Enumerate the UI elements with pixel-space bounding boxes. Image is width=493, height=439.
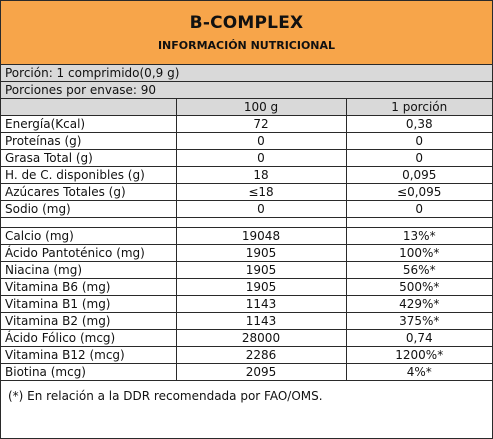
table-row: Ácido Pantoténico (mg) 1905 100%* xyxy=(1,244,492,262)
table-row: Vitamina B12 (mcg) 2286 1200%* xyxy=(1,346,492,364)
value-portion: 0 xyxy=(346,132,492,150)
value-100g: ≤18 xyxy=(176,183,347,201)
value-portion: 0,095 xyxy=(346,166,492,184)
value-100g: 0 xyxy=(176,200,347,218)
table-row: Ácido Fólico (mcg) 28000 0,74 xyxy=(1,329,492,347)
column-header-nutrient xyxy=(1,99,177,116)
table-row: Biotina (mcg) 2095 4%* xyxy=(1,363,492,381)
nutrient-name: Calcio (mg) xyxy=(1,227,177,245)
value-portion: 375%* xyxy=(346,312,492,330)
value-portion: 4%* xyxy=(346,363,492,381)
value-100g: 19048 xyxy=(176,227,347,245)
value-portion: 56%* xyxy=(346,261,492,279)
label-header: B-COMPLEX INFORMACIÓN NUTRICIONAL xyxy=(1,1,492,65)
spacer-cell xyxy=(176,217,347,228)
table-row: Vitamina B2 (mg) 1143 375%* xyxy=(1,312,492,330)
nutrient-name: Vitamina B1 (mg) xyxy=(1,295,177,313)
value-100g: 28000 xyxy=(176,329,347,347)
section-spacer-row xyxy=(1,217,492,228)
value-100g: 0 xyxy=(176,132,347,150)
table-row: H. de C. disponibles (g) 18 0,095 xyxy=(1,166,492,184)
footnote: (*) En relación a la DDR recomendada por… xyxy=(8,389,323,403)
nutrient-name: Vitamina B6 (mg) xyxy=(1,278,177,296)
value-portion: 429%* xyxy=(346,295,492,313)
table-row: Vitamina B1 (mg) 1143 429%* xyxy=(1,295,492,313)
nutrient-name: Ácido Fólico (mcg) xyxy=(1,329,177,347)
value-portion: ≤0,095 xyxy=(346,183,492,201)
value-100g: 72 xyxy=(176,115,347,133)
nutrient-name: Energía(Kcal) xyxy=(1,115,177,133)
servings-per-container: Porciones por envase: 90 xyxy=(1,82,492,99)
nutrition-table: 100 g 1 porción Energía(Kcal) 72 0,38 Prote… xyxy=(1,99,492,381)
nutrient-name: Vitamina B2 (mg) xyxy=(1,312,177,330)
table-header-row: 100 g 1 porción xyxy=(1,99,492,116)
value-portion: 0,74 xyxy=(346,329,492,347)
value-100g: 1905 xyxy=(176,244,347,262)
table-row: Sodio (mg) 0 0 xyxy=(1,200,492,218)
table-row: Grasa Total (g) 0 0 xyxy=(1,149,492,167)
value-portion: 500%* xyxy=(346,278,492,296)
table-row: Niacina (mg) 1905 56%* xyxy=(1,261,492,279)
column-header-100g: 100 g xyxy=(176,99,347,116)
value-portion: 1200%* xyxy=(346,346,492,364)
value-100g: 1905 xyxy=(176,278,347,296)
nutrient-name: H. de C. disponibles (g) xyxy=(1,166,177,184)
nutrient-name: Grasa Total (g) xyxy=(1,149,177,167)
spacer-cell xyxy=(1,217,177,228)
table-row: Energía(Kcal) 72 0,38 xyxy=(1,115,492,133)
value-100g: 1905 xyxy=(176,261,347,279)
table-row: Calcio (mg) 19048 13%* xyxy=(1,227,492,245)
nutrient-name: Proteínas (g) xyxy=(1,132,177,150)
table-row: Azúcares Totales (g) ≤18 ≤0,095 xyxy=(1,183,492,201)
value-100g: 2286 xyxy=(176,346,347,364)
nutrient-name: Sodio (mg) xyxy=(1,200,177,218)
nutrient-name: Niacina (mg) xyxy=(1,261,177,279)
value-portion: 0 xyxy=(346,200,492,218)
nutrient-name: Azúcares Totales (g) xyxy=(1,183,177,201)
product-title: B-COMPLEX xyxy=(189,13,304,33)
value-portion: 100%* xyxy=(346,244,492,262)
value-100g: 0 xyxy=(176,149,347,167)
column-header-portion: 1 porción xyxy=(346,99,492,116)
nutrient-name: Biotina (mcg) xyxy=(1,363,177,381)
portion-info: Porción: 1 comprimido(0,9 g) xyxy=(1,65,492,82)
value-100g: 1143 xyxy=(176,312,347,330)
nutrient-name: Vitamina B12 (mcg) xyxy=(1,346,177,364)
table-row: Vitamina B6 (mg) 1905 500%* xyxy=(1,278,492,296)
value-portion: 13%* xyxy=(346,227,492,245)
value-portion: 0,38 xyxy=(346,115,492,133)
table-row: Proteínas (g) 0 0 xyxy=(1,132,492,150)
value-100g: 2095 xyxy=(176,363,347,381)
value-portion: 0 xyxy=(346,149,492,167)
nutrition-subtitle: INFORMACIÓN NUTRICIONAL xyxy=(157,39,336,52)
nutrient-name: Ácido Pantoténico (mg) xyxy=(1,244,177,262)
value-100g: 1143 xyxy=(176,295,347,313)
spacer-cell xyxy=(346,217,492,228)
nutrition-table-body: 100 g 1 porción Energía(Kcal) 72 0,38 Prote… xyxy=(1,99,492,381)
value-100g: 18 xyxy=(176,166,347,184)
